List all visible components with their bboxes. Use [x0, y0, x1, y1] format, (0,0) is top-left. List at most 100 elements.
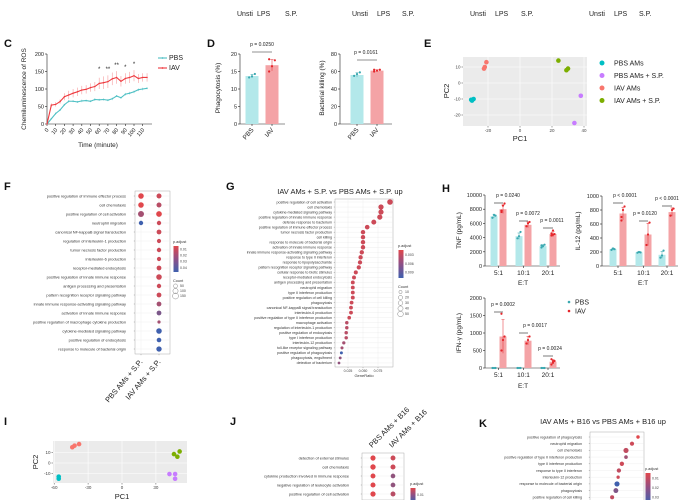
data-point: [72, 92, 74, 94]
data-point: [516, 366, 519, 370]
data-point: [124, 77, 127, 80]
term-label: positive regulation of cell killing: [283, 296, 332, 300]
term-label: phagocytosis: [311, 301, 332, 305]
data-point: [253, 72, 256, 76]
data-point: [353, 74, 356, 77]
y-tick-label: -10: [44, 471, 51, 476]
legend-title: p.adjust: [398, 244, 412, 248]
x-tick-label: 30: [68, 127, 77, 136]
data-point: [107, 80, 109, 83]
x-axis-label: PC1: [513, 134, 528, 143]
p-value-label: p = 0.0011: [540, 218, 564, 224]
enrichment-dot: [345, 326, 349, 330]
enrichment-dot: [156, 256, 162, 262]
y-tick-label: -20: [454, 113, 461, 118]
data-point: [550, 232, 553, 235]
enrichment-dot: [624, 455, 628, 459]
legend-marker-pbs: [567, 300, 571, 304]
data-point: [50, 104, 53, 106]
enrichment-dot: [356, 265, 361, 270]
term-label: cell killing: [317, 235, 332, 239]
term-label: tumor necrosis factor production: [70, 247, 126, 252]
data-point: [528, 220, 531, 224]
data-point: [142, 76, 144, 79]
y-tick-label: 10: [231, 87, 237, 93]
data-point: [102, 98, 105, 101]
legend-title: p.adjust: [410, 482, 424, 486]
count-legend-label: 50: [405, 312, 409, 316]
data-point: [468, 97, 474, 103]
x-tick-label: -20: [485, 128, 492, 133]
data-point: [94, 98, 96, 101]
enrichment-dot: [387, 199, 393, 205]
term-label: neutrophil migration: [92, 220, 126, 225]
term-label: canonical NF-kappaB signal transduction: [55, 229, 126, 234]
data-point: [167, 471, 172, 477]
x-tick-label: 10: [51, 127, 60, 136]
data-point: [358, 71, 361, 74]
data-point: [501, 338, 505, 342]
enrichment-dot: [614, 481, 620, 487]
enrichment-dot: [338, 356, 342, 360]
legend-marker: [599, 85, 605, 91]
x-tick-label: PBS: [242, 126, 256, 141]
enrichment-dot: [156, 292, 162, 298]
x-axis-label: GeneRatio: [354, 373, 374, 378]
y-tick-label: 0: [334, 122, 337, 128]
p-value-label: p = 0.0161: [354, 50, 378, 56]
x-tick-label: 20:1: [542, 372, 555, 379]
enrichment-dot: [342, 341, 346, 345]
y-tick-label: 0: [48, 461, 51, 466]
data-point: [500, 349, 503, 352]
x-tick-label: 100: [127, 127, 138, 138]
p-value-label: p = 0.0250: [250, 42, 274, 48]
x-tick-label: PBS: [347, 126, 361, 141]
data-point: [375, 69, 379, 72]
x-tick-label: 20:1: [542, 270, 555, 277]
y-tick-label: 600: [590, 222, 599, 228]
enrichment-dot: [370, 473, 376, 479]
data-point: [517, 235, 521, 238]
count-legend-circle: [398, 290, 403, 294]
y-axis-label: PC2: [442, 84, 451, 99]
enrichment-dot: [138, 211, 144, 217]
x-tick-label: 40: [581, 128, 587, 133]
color-bar: [410, 488, 416, 500]
enrichment-dot: [339, 351, 343, 355]
data-point: [81, 100, 83, 102]
term-label: interleukin-12 production: [293, 341, 332, 345]
bar-pbs: [539, 246, 547, 266]
y-tick-label: 8000: [470, 207, 482, 213]
enrichment-dot: [350, 295, 355, 300]
data-point: [175, 454, 180, 460]
x-tick-label: 110: [136, 127, 146, 138]
enrichment-dot: [156, 283, 162, 289]
x-tick-label: 50: [85, 127, 94, 136]
term-label: regulation of interleukin-1 production: [63, 238, 126, 243]
x-tick-label: 20:1: [661, 270, 674, 277]
data-point: [526, 338, 530, 342]
header-label: LPS: [614, 11, 628, 18]
y-tick-label: 500: [473, 349, 482, 355]
data-point: [177, 449, 182, 454]
x-tick-label: 0: [121, 485, 124, 490]
header-label: Unsti: [589, 11, 605, 18]
term-label: positive regulation of innate immune res…: [259, 215, 332, 219]
enrichment-dot: [370, 491, 376, 497]
term-label: activation of innate immune response: [62, 310, 126, 315]
enrichment-dot: [350, 290, 355, 295]
term-label: pattern recognition receptor signaling p…: [258, 266, 332, 270]
color-bar-label: 0.02: [180, 254, 187, 258]
panel-label-g: G: [226, 181, 235, 193]
enrichment-dot: [138, 193, 144, 199]
y-axis-label: TNF (pg/mL): [456, 212, 463, 249]
color-bar: [645, 473, 651, 500]
header-label: LPS: [377, 11, 391, 18]
term-label: cellular response to biotic stimulus: [277, 271, 332, 275]
term-label: cytokine production involved in immune r…: [264, 473, 349, 478]
y-tick-label: 40: [331, 87, 337, 93]
y-axis-label: Phagocytosis (%): [215, 63, 222, 114]
color-bar: [173, 246, 179, 272]
data-point: [115, 95, 118, 97]
enrichment-dot: [345, 320, 349, 325]
